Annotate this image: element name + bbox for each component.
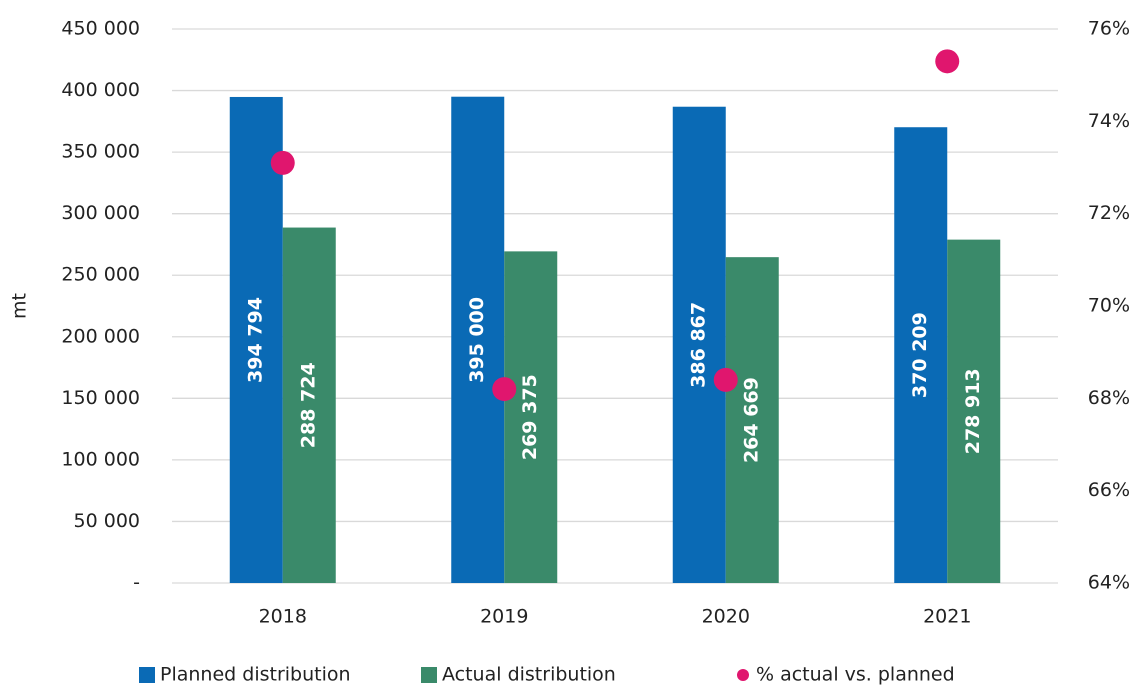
y2-tick-label: 64% bbox=[1088, 572, 1130, 594]
value-label: 288 724 bbox=[298, 362, 320, 448]
value-label: 394 794 bbox=[245, 297, 267, 383]
y2-tick-label: 68% bbox=[1088, 387, 1130, 409]
value-label: 386 867 bbox=[688, 302, 710, 388]
value-label: 395 000 bbox=[466, 297, 488, 383]
value-label: 264 669 bbox=[741, 377, 763, 463]
x-tick-label: 2018 bbox=[259, 606, 307, 628]
y2-tick-label: 72% bbox=[1088, 202, 1130, 224]
y-tick-label: 200 000 bbox=[61, 325, 140, 347]
y2-tick-label: 76% bbox=[1088, 18, 1130, 40]
percent-dot bbox=[713, 367, 738, 392]
y2-tick-label: 66% bbox=[1088, 479, 1130, 501]
x-tick-label: 2021 bbox=[923, 606, 971, 628]
legend-marker bbox=[421, 667, 437, 683]
percent-dot bbox=[270, 150, 295, 175]
legend-marker bbox=[737, 669, 749, 681]
bar bbox=[504, 251, 558, 583]
bar bbox=[725, 257, 779, 583]
bar bbox=[947, 239, 1001, 583]
y-axis-label: mt bbox=[9, 293, 31, 319]
y-tick-label: 50 000 bbox=[74, 510, 140, 532]
y-tick-label: 100 000 bbox=[61, 448, 140, 470]
percent-dot bbox=[492, 377, 517, 402]
y-tick-label: 300 000 bbox=[61, 202, 140, 224]
legend-label: Planned distribution bbox=[160, 664, 351, 686]
legend-marker bbox=[139, 667, 155, 683]
bar bbox=[672, 106, 726, 583]
value-label: 278 913 bbox=[962, 368, 984, 454]
value-label: 370 209 bbox=[909, 312, 931, 398]
y-tick-label: 350 000 bbox=[61, 141, 140, 163]
y-tick-label: 450 000 bbox=[61, 18, 140, 40]
x-tick-label: 2019 bbox=[480, 606, 528, 628]
legend-label: % actual vs. planned bbox=[756, 664, 955, 686]
bar bbox=[229, 96, 283, 583]
y-tick-label: - bbox=[133, 572, 140, 594]
bar bbox=[282, 227, 336, 583]
y-tick-label: 250 000 bbox=[61, 264, 140, 286]
bar bbox=[894, 127, 948, 583]
legend-label: Actual distribution bbox=[442, 664, 616, 686]
y-tick-label: 400 000 bbox=[61, 79, 140, 101]
bar bbox=[451, 96, 505, 583]
y-tick-label: 150 000 bbox=[61, 387, 140, 409]
value-label: 269 375 bbox=[519, 374, 541, 460]
x-tick-label: 2020 bbox=[702, 606, 750, 628]
y2-tick-label: 70% bbox=[1088, 295, 1130, 317]
y2-tick-label: 74% bbox=[1088, 110, 1130, 132]
percent-dot bbox=[935, 49, 960, 74]
